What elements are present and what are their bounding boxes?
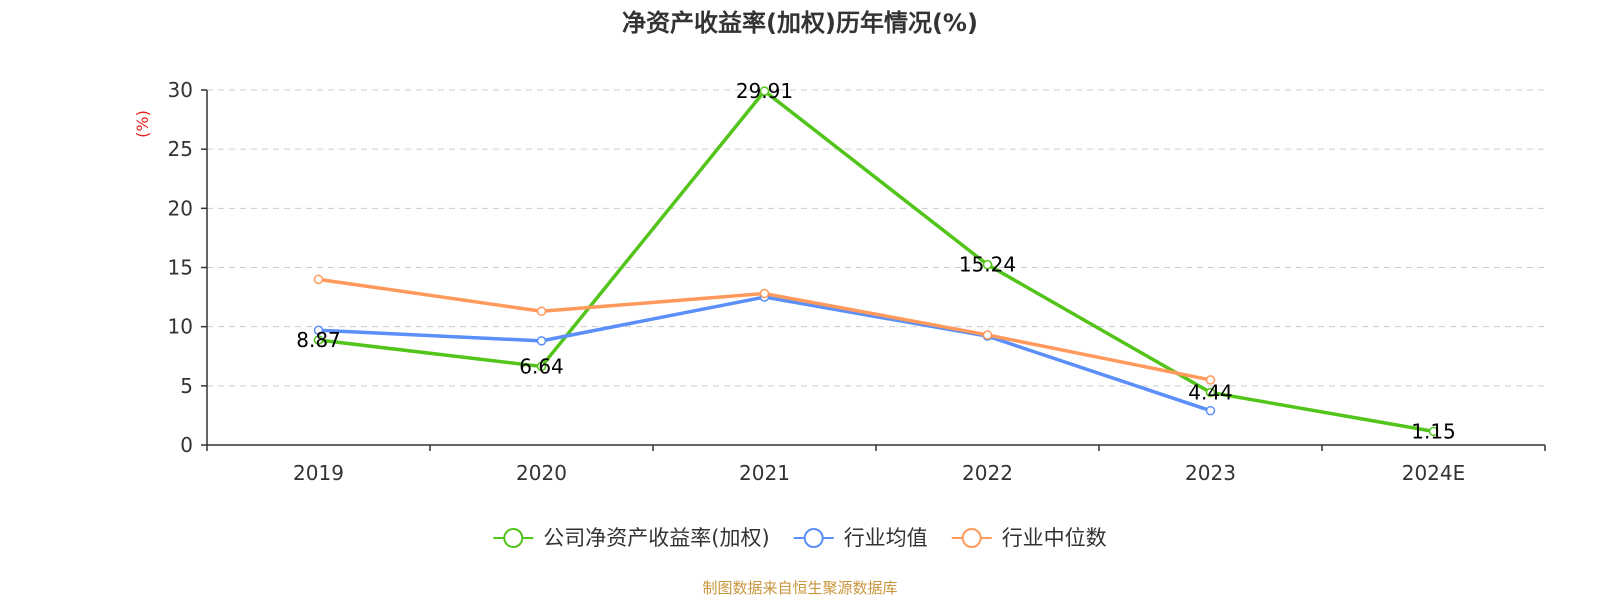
data-label: 4.44: [1188, 380, 1233, 404]
data-point: [982, 330, 993, 340]
data-label: 15.24: [959, 253, 1016, 277]
series-line: [318, 89, 1434, 434]
data-point: [1205, 405, 1216, 416]
legend-label: 公司净资产收益率(加权): [543, 526, 769, 550]
y-tick-label: 15: [168, 256, 193, 280]
data-point: [313, 335, 324, 345]
data-point: [536, 336, 547, 346]
y-tick-label: 20: [168, 196, 193, 220]
y-tick-label: 0: [180, 433, 193, 457]
data-label: 8.87: [296, 328, 341, 352]
data-point: [536, 361, 547, 372]
data-label: 1.15: [1411, 419, 1456, 443]
data-point: [313, 274, 324, 285]
data-point: [759, 288, 770, 299]
legend-marker: [961, 528, 982, 548]
data-point: [982, 259, 993, 270]
x-tick-label: 2021: [739, 461, 790, 485]
legend-marker: [503, 528, 524, 548]
series-layer: [313, 86, 1439, 437]
y-tick-label: 25: [168, 137, 193, 161]
legend-marker: [803, 528, 824, 548]
x-tick-label: 2023: [1185, 461, 1236, 485]
legend-label: 行业中位数: [1002, 526, 1107, 550]
source-note: 制图数据来自恒生聚源数据库: [702, 579, 897, 597]
y-tick-label: 30: [168, 78, 193, 102]
legend-label: 行业均值: [844, 526, 928, 550]
y-tick-label: 5: [180, 374, 193, 398]
y-tick-label: 10: [168, 315, 193, 339]
data-point: [1428, 426, 1439, 437]
y-axis-label: (%): [133, 110, 152, 138]
data-label: 6.64: [519, 354, 564, 378]
axes: 0 5 10 15 20 25 30 2019 2020 2021 2022 2023 2024E: [168, 78, 1546, 485]
legend[interactable]: 公司净资产收益率(加权) 行业均值 行业中位数: [493, 526, 1107, 550]
x-tick-label: 2024E: [1402, 461, 1466, 485]
grid-lines: [207, 89, 1545, 387]
data-point: [759, 86, 770, 96]
x-tick-label: 2022: [962, 461, 1013, 485]
data-point: [313, 325, 324, 335]
data-point: [536, 306, 547, 317]
chart-title: 净资产收益率(加权)历年情况(%): [622, 9, 978, 37]
data-point: [1205, 375, 1216, 385]
x-tick-label: 2019: [293, 461, 344, 485]
data-point: [1205, 387, 1216, 398]
x-tick-label: 2020: [516, 461, 567, 485]
data-labels: 8.87 6.64 29.91 15.24 4.44 1.15: [296, 79, 1456, 443]
data-label: 29.91: [736, 79, 793, 103]
